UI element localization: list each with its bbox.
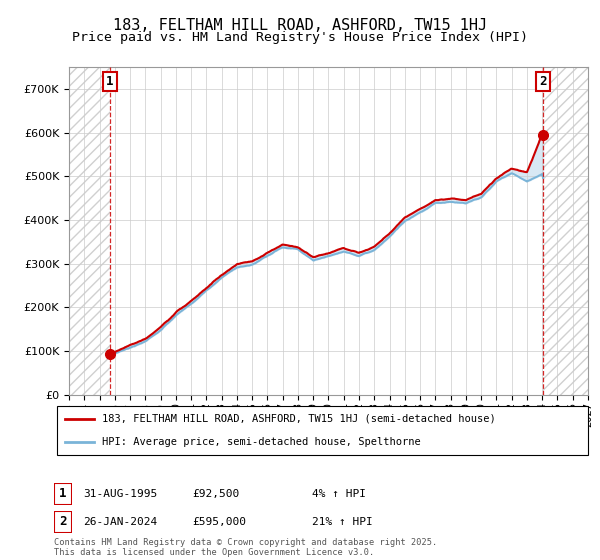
Text: 21% ↑ HPI: 21% ↑ HPI [312,517,373,527]
Text: Price paid vs. HM Land Registry's House Price Index (HPI): Price paid vs. HM Land Registry's House … [72,31,528,44]
Text: 2: 2 [59,515,67,529]
Bar [544,67,588,395]
Text: £92,500: £92,500 [192,489,239,499]
Text: 183, FELTHAM HILL ROAD, ASHFORD, TW15 1HJ (semi-detached house): 183, FELTHAM HILL ROAD, ASHFORD, TW15 1H… [103,414,496,424]
Bar [544,67,588,395]
FancyBboxPatch shape [56,406,589,455]
Text: 31-AUG-1995: 31-AUG-1995 [83,489,157,499]
Text: 1: 1 [59,487,67,501]
Bar [69,67,110,395]
Text: 4% ↑ HPI: 4% ↑ HPI [312,489,366,499]
FancyBboxPatch shape [54,483,72,505]
FancyBboxPatch shape [54,511,72,533]
Text: 183, FELTHAM HILL ROAD, ASHFORD, TW15 1HJ: 183, FELTHAM HILL ROAD, ASHFORD, TW15 1H… [113,18,487,33]
Text: £595,000: £595,000 [192,517,246,527]
Text: HPI: Average price, semi-detached house, Spelthorne: HPI: Average price, semi-detached house,… [103,437,421,447]
Text: 26-JAN-2024: 26-JAN-2024 [83,517,157,527]
Text: 1: 1 [106,74,113,88]
Bar [69,67,110,395]
Text: 2: 2 [539,74,547,88]
Text: Contains HM Land Registry data © Crown copyright and database right 2025.
This d: Contains HM Land Registry data © Crown c… [54,538,437,557]
